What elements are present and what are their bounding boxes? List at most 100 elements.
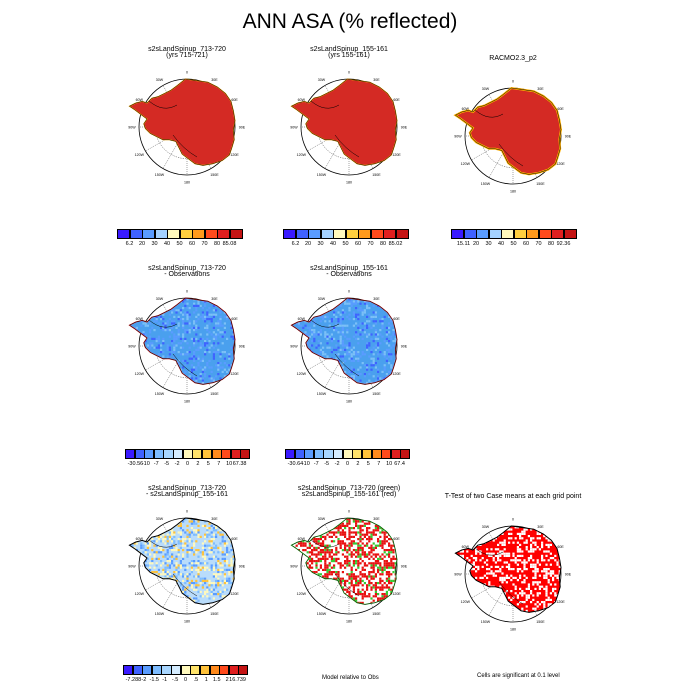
grid-cell xyxy=(510,559,513,562)
longitude-label: 90E xyxy=(565,135,572,139)
grid-cell xyxy=(291,586,294,589)
grid-cell xyxy=(129,538,132,541)
grid-cell xyxy=(127,355,129,357)
grid-cell xyxy=(304,311,307,314)
grid-cell xyxy=(168,599,171,602)
grid-cell xyxy=(475,559,478,562)
grid-cell xyxy=(388,370,391,373)
grid-cell xyxy=(195,586,198,589)
longitude-label: 60W xyxy=(298,98,306,102)
grid-cell xyxy=(333,364,336,367)
colorbar-swatch xyxy=(182,449,193,459)
grid-cell xyxy=(289,353,291,355)
longitude-label: 90E xyxy=(401,345,408,349)
grid-cell xyxy=(392,601,395,604)
grid-cell xyxy=(326,575,329,578)
grid-cell xyxy=(324,575,327,578)
grid-cell xyxy=(188,315,191,318)
grid-cell xyxy=(348,527,351,530)
colorbar-tick-label: 50 xyxy=(176,241,183,247)
grid-cell xyxy=(153,329,156,332)
grid-cell xyxy=(217,364,220,367)
longitude-label: 0 xyxy=(512,80,514,84)
grid-cell xyxy=(355,331,358,334)
grid-cell xyxy=(348,553,351,556)
grid-cell xyxy=(388,527,391,530)
grid-cell xyxy=(328,562,331,565)
grid-cell xyxy=(188,346,191,349)
grid-cell xyxy=(291,531,294,534)
grid-cell xyxy=(215,324,218,327)
grid-cell xyxy=(175,575,178,578)
grid-cell xyxy=(160,535,163,538)
grid-cell xyxy=(357,611,359,613)
grid-cell xyxy=(295,348,298,351)
grid-cell xyxy=(390,311,393,314)
grid-cell xyxy=(481,530,484,533)
grid-cell xyxy=(307,606,309,608)
grid-cell xyxy=(375,388,377,390)
grid-cell xyxy=(341,309,344,312)
grid-cell xyxy=(547,579,550,582)
grid-cell xyxy=(330,551,333,554)
grid-cell xyxy=(293,531,296,534)
grid-cell xyxy=(173,355,176,358)
grid-cell xyxy=(168,564,171,567)
grid-cell xyxy=(313,340,316,343)
grid-cell xyxy=(381,518,384,521)
grid-cell xyxy=(370,577,373,580)
grid-cell xyxy=(481,539,484,542)
grid-cell xyxy=(328,373,331,376)
grid-cell xyxy=(197,555,200,558)
grid-cell xyxy=(173,366,176,369)
grid-cell xyxy=(300,579,303,582)
grid-cell xyxy=(177,384,180,385)
grid-cell xyxy=(300,324,303,327)
grid-cell xyxy=(164,553,167,556)
colorbar-tick-label: 10 xyxy=(386,461,393,467)
grid-cell xyxy=(394,588,397,591)
grid-cell xyxy=(129,518,132,519)
grid-cell xyxy=(385,573,388,576)
grid-cell xyxy=(295,322,298,325)
grid-cell xyxy=(516,579,519,582)
grid-cell xyxy=(166,549,169,552)
grid-cell xyxy=(352,604,355,605)
grid-cell xyxy=(355,562,358,565)
grid-cell xyxy=(166,575,169,578)
grid-cell xyxy=(350,384,353,385)
grid-cell xyxy=(313,540,316,543)
grid-cell xyxy=(144,571,147,574)
grid-cell xyxy=(505,565,508,568)
grid-cell xyxy=(370,549,373,552)
grid-cell xyxy=(328,568,331,571)
grid-cell xyxy=(379,579,382,582)
grid-cell xyxy=(339,564,342,567)
grid-cell xyxy=(215,593,218,596)
grid-cell xyxy=(536,559,539,562)
longitude-label: 0 xyxy=(512,518,514,522)
colorbar-obs: 15.11 20 30 40 50 60 70 80 92.36 xyxy=(451,229,591,251)
grid-cell xyxy=(201,359,204,362)
grid-cell xyxy=(212,315,215,318)
grid-cell xyxy=(315,357,318,360)
grid-cell xyxy=(390,564,393,567)
grid-cell xyxy=(494,565,497,568)
grid-cell xyxy=(339,546,342,549)
grid-cell xyxy=(162,555,165,558)
grid-cell xyxy=(372,586,375,589)
grid-cell xyxy=(388,340,391,343)
grid-cell xyxy=(346,381,349,384)
grid-cell xyxy=(499,596,502,599)
grid-cell xyxy=(350,381,353,384)
grid-cell xyxy=(390,557,393,560)
grid-cell xyxy=(162,529,165,532)
grid-cell xyxy=(510,619,512,621)
grid-cell xyxy=(188,520,191,523)
grid-cell xyxy=(337,318,340,321)
grid-cell xyxy=(171,553,174,556)
grid-cell xyxy=(210,531,213,534)
grid-cell xyxy=(219,524,222,527)
grid-cell xyxy=(131,377,134,380)
grid-cell xyxy=(302,522,305,525)
